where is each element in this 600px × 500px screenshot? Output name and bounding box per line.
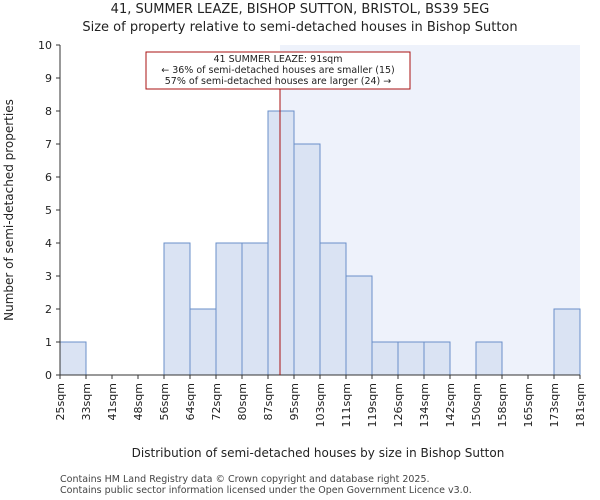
bar-64sqm <box>189 308 217 376</box>
bar-111sqm <box>345 275 373 376</box>
x-tick-label: 72sqm <box>210 383 223 420</box>
bars-layer <box>59 110 581 376</box>
x-tick-label: 87sqm <box>262 383 275 420</box>
y-axis: 0 1 2 3 4 5 6 7 8 9 10 <box>38 39 61 382</box>
y-tick-label: 8 <box>45 105 52 118</box>
bar-119sqm <box>371 341 399 376</box>
y-tick-label: 6 <box>45 171 52 184</box>
x-tick-label: 56sqm <box>158 383 171 420</box>
x-axis-label: Distribution of semi-detached houses by … <box>132 446 505 460</box>
x-axis: 25sqm 33sqm 41sqm 48sqm 56sqm 64sqm 72sqm 80sqm… <box>54 374 587 427</box>
x-tick-label: 119sqm <box>366 383 379 427</box>
annotation-title: 41 SUMMER LEAZE: 91sqm <box>214 54 343 65</box>
bar-103sqm <box>319 242 347 376</box>
y-tick-label: 3 <box>45 270 52 283</box>
x-tick-label: 150sqm <box>470 383 483 427</box>
footer-line-1: Contains HM Land Registry data © Crown c… <box>60 474 430 485</box>
y-tick-label: 1 <box>45 336 52 349</box>
annotation-smaller: ← 36% of semi-detached houses are smalle… <box>161 65 395 76</box>
annotation-box <box>145 51 411 90</box>
chart-subtitle: Size of property relative to semi-detach… <box>82 20 517 35</box>
bar-95sqm <box>293 143 321 376</box>
y-tick-label: 7 <box>45 138 52 151</box>
x-tick-label: 165sqm <box>522 383 535 427</box>
y-tick-label: 2 <box>45 303 52 316</box>
x-tick-label: 80sqm <box>236 383 249 420</box>
y-tick-label: 5 <box>45 204 52 217</box>
x-tick-label: 111sqm <box>340 383 353 427</box>
chart-title: 41, SUMMER LEAZE, BISHOP SUTTON, BRISTOL… <box>111 2 490 17</box>
bar-126sqm <box>397 341 425 376</box>
x-tick-label: 25sqm <box>54 383 67 420</box>
x-tick-label: 142sqm <box>444 383 457 427</box>
y-tick-label: 0 <box>45 369 52 382</box>
x-tick-label: 158sqm <box>496 383 509 427</box>
y-axis-label: Number of semi-detached properties <box>2 99 16 321</box>
x-tick-label: 134sqm <box>418 383 431 427</box>
x-tick-label: 33sqm <box>80 383 93 420</box>
bar-173sqm <box>553 308 581 376</box>
bar-87sqm <box>267 110 295 376</box>
x-tick-label: 181sqm <box>574 383 587 427</box>
x-tick-label: 95sqm <box>288 383 301 420</box>
annotation-larger: 57% of semi-detached houses are larger (… <box>165 76 392 87</box>
x-tick-label: 41sqm <box>106 383 119 420</box>
x-tick-label: 126sqm <box>392 383 405 427</box>
bar-25sqm <box>59 341 87 376</box>
x-tick-label: 173sqm <box>548 383 561 427</box>
bar-56sqm <box>163 242 191 376</box>
y-tick-label: 9 <box>45 72 52 85</box>
y-tick-label: 10 <box>38 39 52 52</box>
bar-80sqm <box>241 242 269 376</box>
x-tick-label: 48sqm <box>132 383 145 420</box>
bar-150sqm <box>475 341 503 376</box>
footer-line-2: Contains public sector information licen… <box>60 485 472 496</box>
y-tick-label: 4 <box>45 237 52 250</box>
x-tick-label: 64sqm <box>184 383 197 420</box>
bar-72sqm <box>215 242 243 376</box>
bar-134sqm <box>423 341 451 376</box>
x-tick-label: 103sqm <box>314 383 327 427</box>
